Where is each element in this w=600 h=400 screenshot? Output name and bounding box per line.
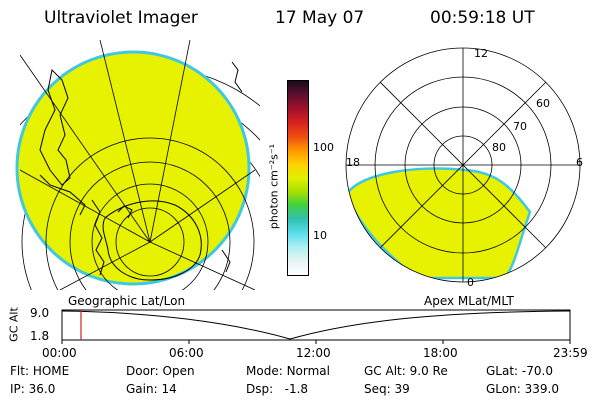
mlt-lat-70: 70 (513, 120, 527, 133)
mlt-lat-60: 60 (536, 97, 550, 110)
geo-coastlines (39, 61, 243, 281)
altitude-xtick-0600: 06:00 (169, 346, 204, 360)
status-glat: GLat: -70.0 (486, 364, 553, 378)
status-mode: Mode: Normal (246, 364, 330, 378)
altitude-trace (61, 310, 571, 340)
altitude-xtick-0000: 00:00 (42, 346, 77, 360)
altitude-ytick-1-8: 1.8 (30, 329, 50, 343)
mlt-label-12: 12 (474, 47, 488, 60)
status-door: Door: Open (126, 364, 195, 378)
colorbar (287, 80, 309, 276)
mlt-label-6: 6 (576, 156, 583, 169)
colorbar-tick-100: 100 (313, 141, 334, 154)
altitude-ytick-9: 9.0 (30, 306, 50, 320)
status-glon: GLon: 339.0 (486, 382, 559, 396)
status-ip: IP: 36.0 (10, 382, 56, 396)
mlt-caption: Apex MLat/MLT (424, 294, 514, 308)
status-dsp: Dsp: -1.8 (246, 382, 309, 396)
altitude-ylabel: GC Alt (7, 307, 21, 342)
status-gain: Gain: 14 (126, 382, 177, 396)
mlt-label-0: 0 (467, 276, 474, 289)
altitude-xtick-2359: 23:59 (553, 346, 588, 360)
time-label: 00:59:18 UT (430, 8, 535, 28)
mlt-grid (345, 47, 581, 283)
geo-caption: Geographic Lat/Lon (68, 294, 186, 308)
date-label: 17 May 07 (275, 8, 365, 28)
status-gc-alt: GC Alt: 9.0 Re (364, 364, 448, 378)
mlt-lat-80: 80 (492, 141, 506, 154)
colorbar-tick-10: 10 (313, 229, 327, 242)
colorbar-unit-label: photon cm⁻²s⁻¹ (267, 143, 281, 230)
status-seq: Seq: 39 (364, 382, 410, 396)
altitude-xticks (61, 340, 571, 344)
instrument-title: Ultraviolet Imager (44, 8, 198, 28)
geo-image-disk (15, 50, 251, 286)
status-flt: Flt: HOME (10, 364, 70, 378)
geo-grid (20, 40, 256, 290)
altitude-xtick-1200: 12:00 (296, 346, 331, 360)
mlt-label-18: 18 (346, 156, 360, 169)
altitude-xtick-1800: 18:00 (423, 346, 458, 360)
mlt-auroral-region (346, 167, 532, 280)
mlt-image (346, 167, 532, 280)
